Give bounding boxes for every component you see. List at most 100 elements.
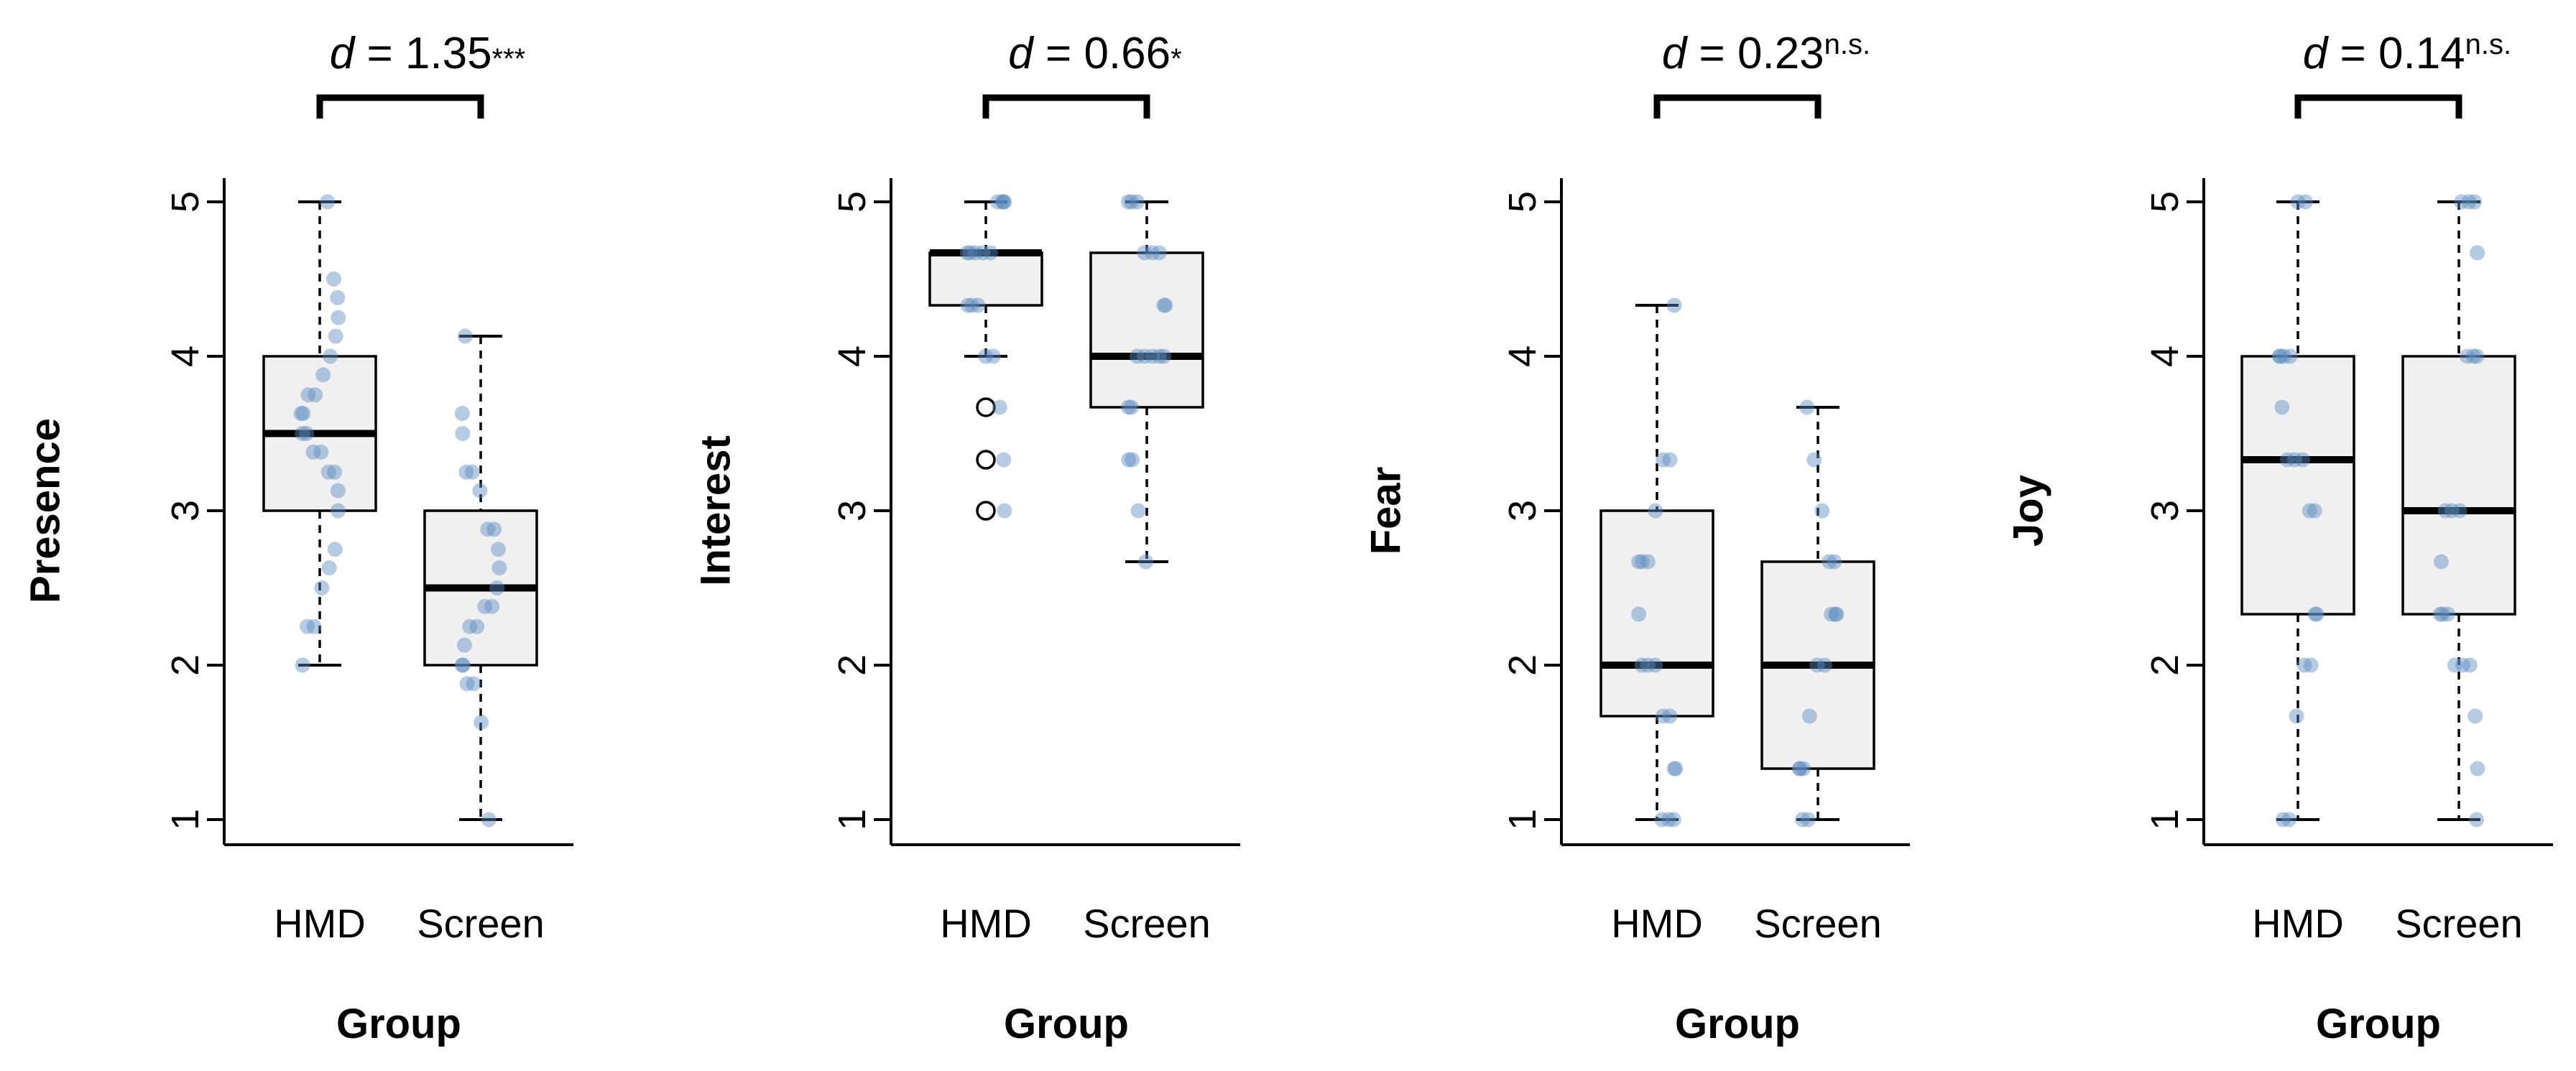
- data-point: [997, 503, 1012, 519]
- data-point: [1666, 297, 1682, 313]
- data-point: [2279, 452, 2295, 468]
- data-point: [315, 367, 331, 383]
- x-axis-label: Group: [1675, 1001, 1800, 1047]
- data-point: [1796, 761, 1811, 776]
- data-point: [985, 348, 1001, 364]
- data-point: [455, 657, 471, 673]
- data-point: [293, 406, 309, 422]
- outlier-point: [976, 397, 996, 417]
- data-point: [484, 598, 500, 614]
- data-point: [2307, 606, 2323, 622]
- y-axis-label: Fear: [1362, 467, 1409, 555]
- data-point: [1661, 812, 1677, 827]
- data-point: [2307, 503, 2322, 519]
- data-point: [1156, 297, 1172, 313]
- data-point: [2444, 503, 2460, 519]
- data-point: [491, 560, 507, 576]
- data-point: [480, 521, 496, 537]
- data-point: [2455, 657, 2470, 673]
- data-point: [959, 245, 975, 261]
- data-point: [1656, 452, 1671, 468]
- outlier-point: [976, 450, 996, 470]
- data-point: [2469, 812, 2485, 827]
- data-point: [314, 580, 330, 595]
- box-iqr: [1599, 509, 1714, 718]
- outlier-point: [976, 501, 996, 521]
- y-tick-label: 4: [164, 346, 207, 367]
- data-point: [1137, 348, 1153, 364]
- y-tick-label: 1: [1501, 809, 1544, 830]
- box-hmd: [928, 194, 1043, 521]
- data-point: [2447, 657, 2462, 673]
- y-tick-label: 5: [831, 191, 874, 213]
- data-point: [464, 464, 480, 480]
- significance-bracket: [2294, 94, 2462, 119]
- data-point: [295, 426, 310, 441]
- data-point: [1792, 761, 1808, 776]
- data-point: [490, 542, 506, 557]
- data-point: [996, 452, 1012, 468]
- data-point: [989, 194, 1005, 210]
- data-point: [330, 289, 346, 305]
- data-point: [995, 194, 1011, 210]
- significance-bracket: [316, 94, 484, 119]
- y-axis-label: Presence: [22, 418, 68, 603]
- data-point: [2470, 761, 2485, 776]
- x-category-label: Screen: [2395, 901, 2522, 946]
- box-iqr: [928, 251, 1043, 307]
- data-point: [1824, 606, 1839, 622]
- y-tick-label: 1: [2143, 809, 2187, 830]
- significance-bracket: [982, 94, 1150, 119]
- data-point: [1648, 503, 1663, 519]
- data-point: [962, 245, 978, 261]
- x-category-label: Screen: [1754, 901, 1881, 946]
- data-point: [323, 348, 338, 364]
- data-point: [299, 426, 315, 441]
- data-point: [1137, 245, 1153, 261]
- data-point: [462, 618, 478, 634]
- data-point: [458, 464, 474, 480]
- data-point: [2452, 503, 2467, 519]
- data-point: [2276, 348, 2291, 364]
- y-tick-label: 1: [164, 809, 207, 830]
- data-point: [964, 297, 979, 313]
- panel-joy: d = 0.14n.s. 1 2 3 4 5 Joy Group HMD Screen: [2005, 29, 2553, 1047]
- data-point: [326, 272, 341, 287]
- data-point: [1158, 297, 1173, 313]
- data-point: [960, 297, 976, 313]
- x-axis-label: Group: [2316, 1001, 2441, 1047]
- data-point: [1120, 399, 1136, 415]
- data-point: [997, 194, 1012, 210]
- data-point: [466, 676, 481, 692]
- effect-size-label: d = 0.66*: [1008, 29, 1181, 78]
- x-axis-label: Group: [336, 1001, 461, 1047]
- data-point: [320, 194, 336, 210]
- data-point: [481, 812, 497, 827]
- data-point: [2281, 812, 2297, 827]
- data-point: [2454, 194, 2470, 210]
- data-point: [1666, 812, 1681, 827]
- data-point: [1129, 348, 1145, 364]
- data-point: [331, 310, 346, 325]
- y-tick-label: 1: [831, 809, 874, 830]
- data-point: [2467, 708, 2483, 724]
- data-point: [1121, 452, 1137, 468]
- data-point: [2295, 452, 2311, 468]
- data-point: [474, 715, 489, 731]
- data-point: [2298, 194, 2314, 210]
- data-point: [1662, 452, 1678, 468]
- data-point: [320, 464, 336, 480]
- data-point: [2271, 348, 2287, 364]
- effect-size-label: d = 1.35***: [330, 29, 526, 78]
- y-tick-label: 5: [2143, 191, 2187, 213]
- data-point: [455, 426, 471, 441]
- data-point: [2470, 245, 2485, 261]
- box-iqr: [2240, 355, 2355, 616]
- x-category-label: Screen: [1083, 901, 1210, 946]
- data-point: [1634, 554, 1650, 570]
- data-point: [1791, 761, 1807, 776]
- box-iqr: [2401, 355, 2516, 616]
- y-tick-label: 2: [831, 654, 874, 676]
- data-point: [2303, 657, 2319, 673]
- data-point: [1145, 245, 1160, 261]
